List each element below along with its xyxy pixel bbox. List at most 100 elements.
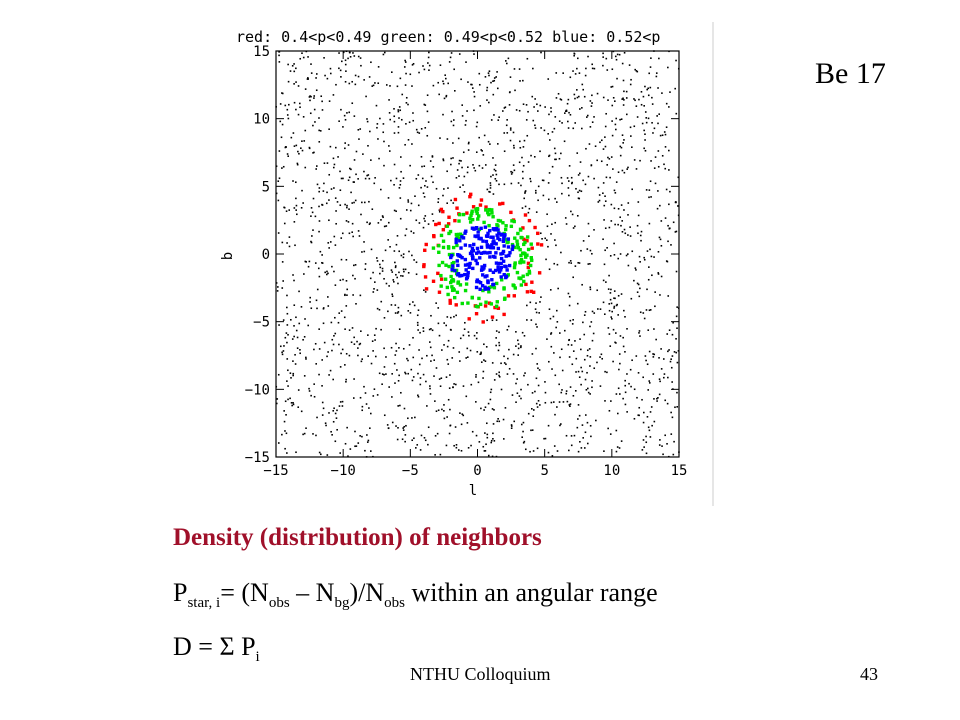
data-point [602,238,604,241]
data-point [388,99,390,101]
data-point [413,437,415,440]
data-point [555,158,557,161]
data-point [315,168,317,170]
data-point [422,263,426,267]
data-point [526,57,529,60]
data-point [293,221,296,223]
data-point [544,437,547,440]
data-point [577,450,580,453]
data-point [286,153,289,155]
data-point [289,372,292,374]
data-point [405,102,408,104]
data-point [349,56,352,58]
data-point [284,447,286,450]
data-point [598,199,601,202]
data-point [397,306,400,309]
data-point [281,167,283,169]
data-point [425,180,427,182]
data-point [587,222,590,225]
data-point [667,295,670,297]
data-point [560,152,562,155]
data-point [395,342,397,345]
data-point [339,69,342,72]
data-point [346,426,348,429]
data-point [450,253,454,258]
data-point [486,287,491,291]
data-point [583,314,586,316]
data-point [579,440,581,443]
data-point [537,271,542,275]
data-point [438,378,441,380]
data-point [467,81,469,83]
data-point [398,106,401,108]
data-point [303,273,305,275]
data-point [364,177,367,180]
data-point [616,77,618,80]
data-point [631,250,634,253]
data-point [521,170,524,173]
data-point [285,146,287,148]
data-point [595,419,597,422]
data-point [568,165,571,167]
data-point [293,63,295,65]
data-point [479,353,482,356]
data-point [622,345,625,348]
data-point [383,140,385,143]
data-point [281,351,283,354]
data-point [370,248,373,251]
data-point [426,405,428,407]
data-point [412,336,414,339]
data-point [617,412,619,415]
data-point [484,360,487,362]
data-point [608,409,611,412]
data-point [488,268,492,272]
data-point [582,437,584,439]
data-point [653,398,655,400]
data-point [540,296,542,298]
data-point [675,270,678,273]
data-point [391,421,394,424]
data-point [326,191,328,194]
data-point [394,304,397,306]
data-point [590,164,593,167]
data-point [460,160,462,162]
data-point [447,398,450,401]
data-point [310,240,312,243]
data-point [523,240,527,245]
data-point [507,57,510,60]
data-point [419,377,422,379]
data-point [519,283,524,287]
data-point [596,92,599,95]
data-point [349,167,351,170]
data-point [472,242,476,247]
data-point [407,417,409,420]
data-point [630,297,633,300]
data-point [323,57,325,59]
data-points [275,50,680,458]
data-point [515,345,517,347]
data-point [560,251,562,254]
data-point [488,101,490,104]
data-point [543,437,545,440]
data-point [629,368,632,371]
data-point [654,305,656,308]
data-point [310,394,312,397]
data-point [482,263,487,268]
data-point [591,63,594,66]
data-point [315,299,318,302]
data-point [445,95,448,98]
formula-bg-subscript: bg [334,595,350,611]
data-point [659,380,661,383]
data-point [640,103,643,106]
data-point [458,351,461,353]
data-point [675,112,678,115]
data-point [449,280,453,285]
data-point [393,362,396,365]
data-point [470,444,472,447]
data-point [358,138,360,140]
data-point [409,164,411,167]
data-point [569,403,572,405]
data-point [381,259,384,262]
data-point [482,370,485,373]
data-point [510,247,515,252]
